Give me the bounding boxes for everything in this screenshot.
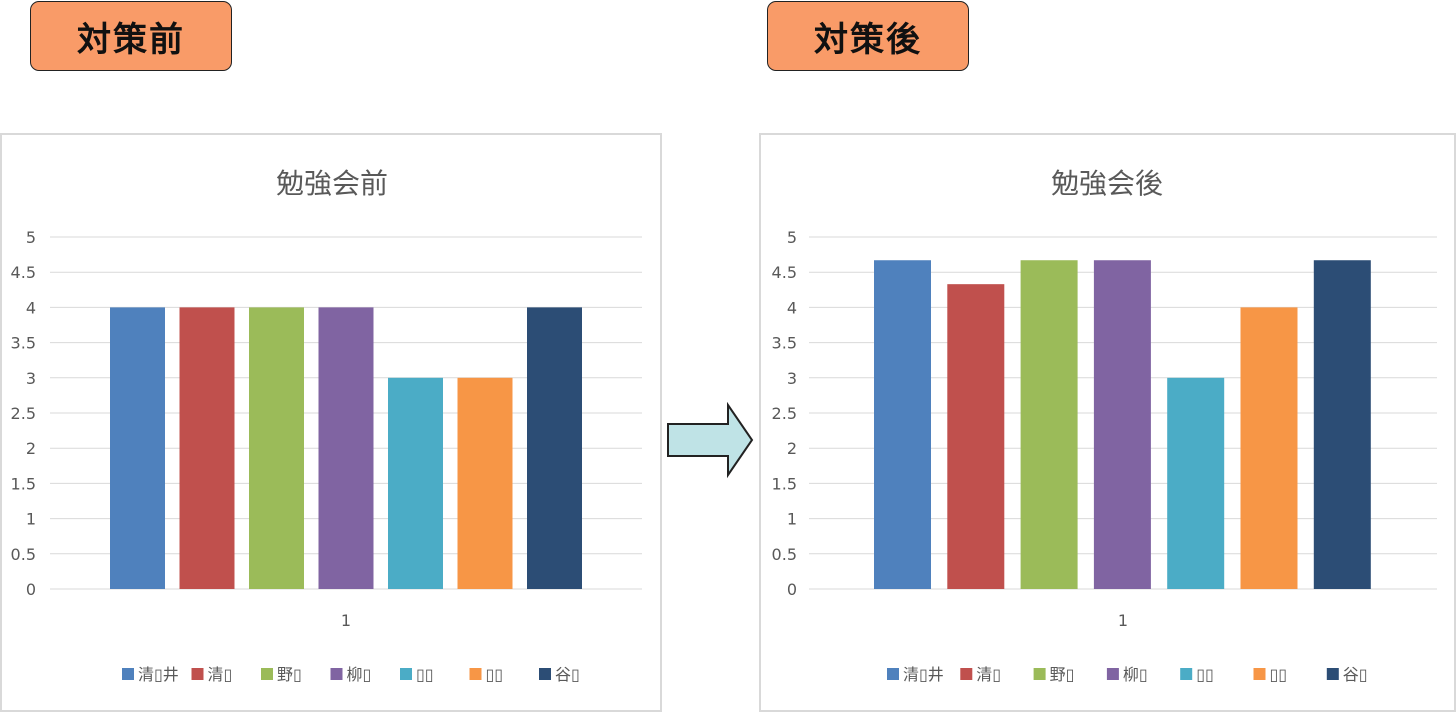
bar-1: [874, 260, 931, 589]
y-tick-label: 1.5: [772, 474, 797, 493]
legend-label-7: 谷▯: [555, 665, 580, 684]
before-header: 対策前: [30, 1, 232, 71]
legend-swatch-3: [1033, 668, 1046, 680]
y-tick-label: 4.5: [11, 263, 36, 282]
legend-swatch-7: [539, 668, 551, 680]
y-tick-label: 4: [26, 298, 36, 317]
y-tick-label: 0.5: [772, 545, 797, 564]
legend-swatch-3: [261, 668, 273, 680]
y-tick-label: 3.5: [772, 334, 797, 353]
chart-panel-after: 勉強会後 0 0.5 1 1.5 2 2.5 3 3.5 4 4.5 5 1 清▯井 清▯ 野▯ 柳▯ ▯▯ ▯▯ 谷…: [759, 133, 1456, 712]
legend-label-3: 野▯: [277, 665, 302, 684]
legend-swatch-4: [330, 668, 343, 680]
legend-label-1: 清▯井: [903, 665, 944, 684]
legend-label-5: ▯▯: [1196, 665, 1214, 684]
legend-swatch-1: [887, 668, 899, 680]
legend-label-2: 清▯: [976, 665, 1001, 684]
bar-7: [1313, 260, 1371, 589]
y-tick-label: 3.5: [11, 334, 36, 353]
y-tick-label: 4.5: [772, 263, 797, 282]
legend-label-2: 清▯: [208, 665, 233, 684]
bar-3: [1020, 260, 1078, 589]
bar-4: [318, 307, 374, 589]
legend-label-4: 柳▯: [1123, 665, 1148, 684]
y-tick-label: 2: [787, 439, 797, 458]
legend-swatch-5: [400, 668, 412, 680]
y-tick-label: 1.5: [11, 474, 36, 493]
y-tick-label: 5: [787, 228, 797, 247]
legend-swatch-4: [1106, 668, 1119, 680]
legend-label-1: 清▯井: [138, 665, 179, 684]
bar-1: [110, 307, 165, 589]
y-tick-label: 2.5: [772, 404, 797, 423]
y-tick-label: 3: [787, 369, 797, 388]
legend-swatch-6: [1253, 668, 1266, 680]
legend-label-6: ▯▯: [1270, 665, 1288, 684]
y-tick-label: 2: [26, 439, 36, 458]
x-category-label: 1: [341, 611, 351, 630]
legend-label-3: 野▯: [1050, 665, 1075, 684]
legend-swatch-2: [960, 668, 973, 680]
legend-swatch-2: [191, 668, 204, 680]
y-tick-label: 4: [787, 298, 797, 317]
right-arrow-icon: [667, 402, 754, 479]
bar-2: [179, 307, 235, 589]
bar-7: [527, 307, 582, 589]
bar-5: [388, 377, 443, 589]
y-tick-label: 0: [787, 580, 797, 599]
y-tick-label: 2.5: [11, 404, 36, 423]
chart-after: 勉強会後 0 0.5 1 1.5 2 2.5 3 3.5 4 4.5 5 1 清▯井 清▯ 野▯ 柳▯ ▯▯ ▯▯ 谷…: [772, 167, 1437, 684]
x-category-label: 1: [1118, 611, 1128, 630]
legend-swatch-7: [1326, 668, 1339, 680]
chart-panel-before: 勉強会前 0 0.5 1 1.5 2 2.5 3 3.5 4 4.5 5 1 清▯井 清▯ 野▯ 柳▯ ▯▯ ▯▯ 谷…: [0, 133, 662, 712]
legend-swatch-5: [1180, 668, 1193, 680]
bar-6: [1240, 307, 1298, 589]
after-header: 対策後: [767, 1, 969, 71]
y-tick-label: 1: [26, 510, 36, 529]
bar-6: [457, 377, 513, 589]
y-tick-label: 1: [787, 510, 797, 529]
legend-label-6: ▯▯: [486, 665, 504, 684]
y-tick-label: 0: [26, 580, 36, 599]
legend-swatch-6: [469, 668, 482, 680]
y-tick-label: 5: [26, 228, 36, 247]
bar-5: [1167, 377, 1225, 589]
y-tick-label: 3: [26, 369, 36, 388]
bar-3: [249, 307, 304, 589]
chart-title: 勉強会後: [1051, 167, 1163, 200]
chart-before: 勉強会前 0 0.5 1 1.5 2 2.5 3 3.5 4 4.5 5 1 清▯井 清▯ 野▯ 柳▯ ▯▯ ▯▯ 谷…: [11, 167, 642, 684]
legend-label-5: ▯▯: [416, 665, 434, 684]
legend-label-4: 柳▯: [347, 665, 372, 684]
bar-4: [1093, 260, 1151, 589]
legend-label-7: 谷▯: [1343, 665, 1368, 684]
bar-2: [947, 284, 1005, 589]
legend-swatch-1: [122, 668, 134, 680]
chart-title: 勉強会前: [276, 167, 388, 200]
y-tick-label: 0.5: [11, 545, 36, 564]
